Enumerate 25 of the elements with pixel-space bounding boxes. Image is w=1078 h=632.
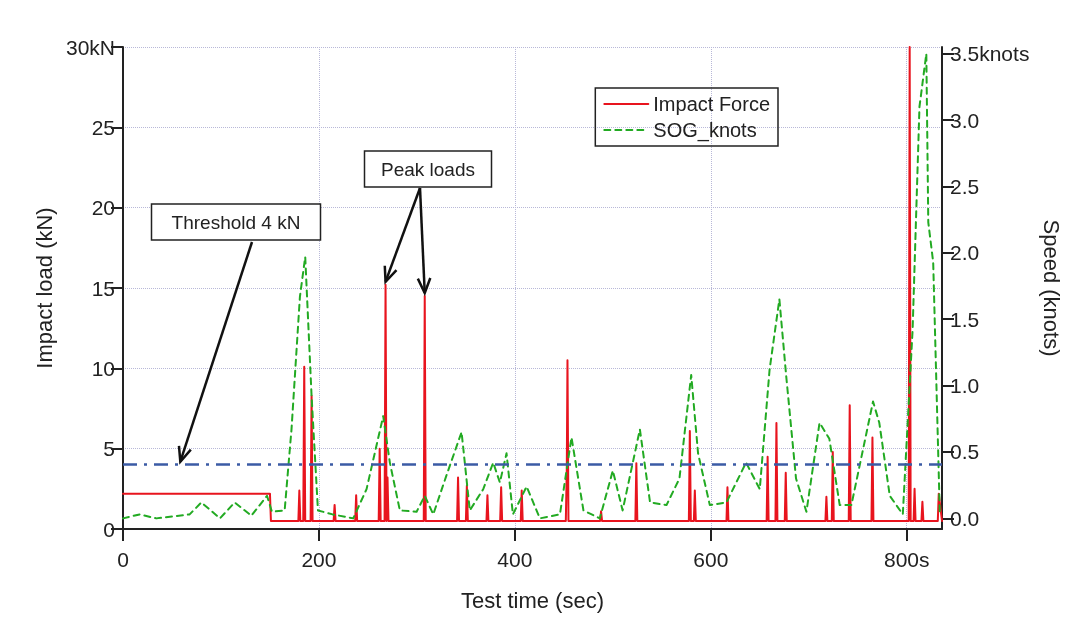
y2-tick-label: 3.5knots [950,42,1030,66]
y-tick-label: 30kN [65,35,115,59]
y-axis-title: Impact load (kN) [31,207,57,369]
y2-tick-label: 3.0 [950,108,980,132]
x-tick-label: 400 [497,548,533,571]
y-tick-label: 15 [91,276,115,300]
y2-tick-label: 0.5 [950,440,980,464]
legend-label: Impact Force [653,93,770,115]
y2-tick-label: 0.0 [950,506,980,530]
legend-label: SOG_knots [653,119,757,142]
x-tick-label: 800s [883,548,930,571]
x-tick-label: 600 [693,548,729,571]
y-tick-label: 10 [91,356,115,380]
y2-axis-title: Speed (knots) [1038,219,1064,357]
x-tick-label: 0 [117,548,129,571]
ref-line-label: Threshold 4 kN [171,211,301,233]
x-tick-label: 200 [301,548,337,571]
y-tick-label: 25 [91,115,115,139]
y2-tick-label: 2.5 [950,174,980,198]
y-tick-label: 20 [91,196,115,220]
y2-tick-label: 2.0 [950,241,980,265]
y2-tick-label: 1.0 [950,374,980,398]
y2-tick-label: 1.5 [950,307,980,331]
x-axis-title: Test time (sec) [460,587,605,613]
annotation: Peak loads [380,158,476,180]
